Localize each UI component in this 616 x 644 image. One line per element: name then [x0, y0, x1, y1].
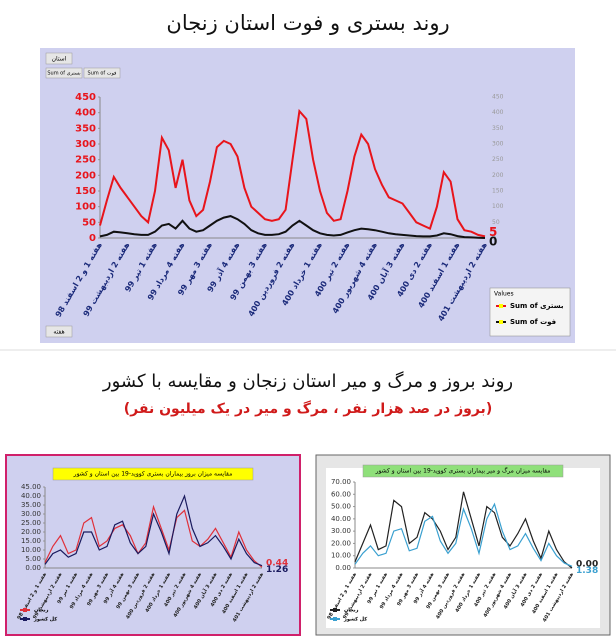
y-tick-label: 40.00 [331, 515, 351, 523]
filter-label[interactable]: استان [52, 56, 67, 63]
legend-label: Sum of بستری [510, 302, 564, 310]
series-line [99, 215, 486, 239]
y-tick-label: 25.00 [21, 519, 41, 527]
main-panel [40, 48, 575, 343]
y2-tick-label: 100 [492, 203, 504, 210]
y-tick-label: 100 [75, 202, 96, 213]
y-tick-label: 400 [75, 108, 96, 119]
legend-marker [23, 617, 27, 621]
y-tick-label: 50 [82, 217, 96, 228]
chart-title-box [52, 467, 254, 481]
y-tick-label: 20.00 [21, 528, 41, 536]
y-tick-label: 70.00 [331, 478, 351, 486]
section-subtitle: (بروز در صد هزار نفر ، مرگ و میر در یک م… [124, 400, 492, 417]
y-tick-label: 350 [75, 123, 96, 134]
y2-tick-label: 50 [492, 219, 500, 226]
legend-marker [499, 320, 503, 324]
y-tick-label: 45.00 [21, 483, 41, 491]
series-filter[interactable] [83, 67, 121, 79]
series-line [354, 502, 573, 567]
y-tick-label: 200 [75, 170, 96, 181]
y2-tick-label: 300 [492, 141, 504, 148]
end-label: 1.38 [576, 566, 598, 576]
end-label: 5 [489, 225, 497, 239]
series-filter[interactable] [45, 67, 83, 79]
legend-label: زنجان [344, 608, 359, 614]
y-tick-label: 300 [75, 139, 96, 150]
chart-title-box [362, 464, 564, 478]
legend-marker [333, 617, 337, 621]
y-tick-label: 0.00 [25, 564, 41, 572]
legend-box [489, 287, 571, 337]
y-tick-label: 0 [89, 233, 96, 244]
series-line [44, 494, 263, 567]
y-tick-label: 60.00 [331, 490, 351, 498]
filter-label[interactable]: هفته [53, 329, 64, 336]
y-tick-label: 30.00 [21, 510, 41, 518]
y-tick-label: 20.00 [331, 539, 351, 547]
y-tick-label: 0.00 [335, 564, 351, 572]
legend-label: کل کشور [343, 617, 367, 623]
y-tick-label: 30.00 [331, 527, 351, 535]
legend-marker [23, 608, 27, 612]
y2-tick-label: 350 [492, 125, 504, 132]
series-line [44, 504, 263, 568]
y-tick-label: 250 [75, 155, 96, 166]
y2-tick-label: 150 [492, 188, 504, 195]
y-tick-label: 40.00 [21, 492, 41, 500]
left-panel [5, 454, 301, 636]
y-tick-label: 35.00 [21, 501, 41, 509]
y-tick-label: 5.00 [25, 555, 41, 563]
end-label: 0.44 [266, 559, 288, 569]
series-filter-label[interactable]: Sum of بستری [47, 71, 80, 77]
legend-title: Values [494, 291, 514, 298]
series-filter-label[interactable]: Sum of فوت [88, 71, 118, 77]
y-tick-label: 10.00 [21, 546, 41, 554]
y2-tick-label: 400 [492, 109, 504, 116]
chart-title: مقایسه میزان بروز بیماران بستری کووید-19… [73, 471, 233, 478]
end-label: 0.00 [576, 560, 598, 570]
end-label: 0 [489, 235, 497, 249]
y2-tick-label: 200 [492, 172, 504, 179]
y-tick-label: 15.00 [21, 537, 41, 545]
legend-marker [499, 304, 503, 308]
legend-label: کل کشور [33, 617, 57, 623]
y-tick-label: 10.00 [331, 552, 351, 560]
y2-tick-label: 0 [492, 235, 496, 242]
legend-label: زنجان [34, 608, 49, 614]
legend-label: Sum of فوت [510, 318, 556, 326]
series-line [99, 108, 486, 238]
end-label: 1.26 [266, 565, 288, 575]
filter-button[interactable] [45, 52, 73, 65]
y-tick-label: 450 [75, 92, 96, 103]
series-line [354, 491, 573, 569]
legend-marker [333, 608, 337, 612]
chart-title: مقایسه میزان مرگ و میر بیماران بستری کوو… [375, 466, 551, 475]
y2-tick-label: 450 [492, 94, 504, 101]
y2-tick-label: 250 [492, 156, 504, 163]
y-tick-label: 150 [75, 186, 96, 197]
y-tick-label: 50.00 [331, 503, 351, 511]
section-title: روند بروز و مرگ و میر استان زنجان و مقای… [102, 371, 513, 392]
filter-button[interactable] [45, 325, 73, 338]
page-title: روند بستری و فوت استان زنجان [166, 11, 449, 35]
